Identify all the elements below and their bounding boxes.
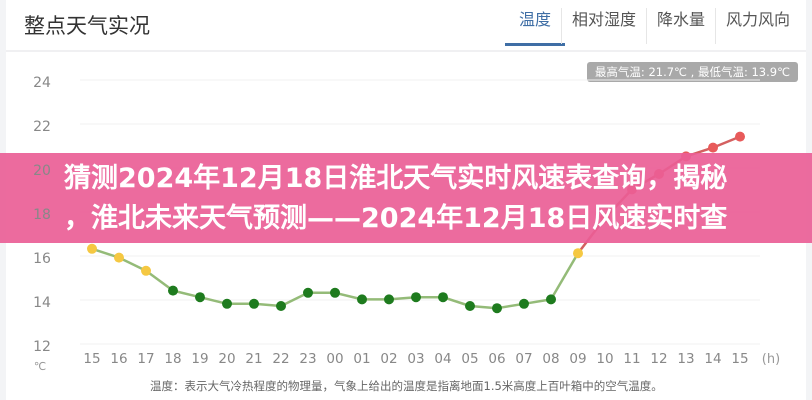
tabs: 温度 相对湿度 降水量 风力风向 <box>504 8 800 46</box>
tab-wind[interactable]: 风力风向 <box>714 8 800 44</box>
data-point <box>465 301 475 311</box>
data-point <box>114 252 124 263</box>
banner-line-2: ，淮北未来天气预测——2024年12月18日风速实时查 <box>64 203 728 234</box>
temperature-note: 温度：表示大气冷热程度的物理量，气象上给出的温度是指离地面1.5米高度上百叶箱中… <box>150 379 663 393</box>
data-point <box>303 287 313 298</box>
data-point <box>357 294 367 305</box>
data-point <box>195 292 205 303</box>
data-point <box>384 294 394 305</box>
data-point <box>708 142 718 153</box>
data-point <box>438 292 448 303</box>
series-line-segment <box>145 269 174 292</box>
tab-temperature[interactable]: 温度 <box>504 8 565 46</box>
data-point <box>573 248 583 259</box>
series-line-segment <box>280 291 309 308</box>
data-point <box>546 294 556 305</box>
overlay-banner: 猜测2024年12月18日淮北天气实时风速表查询，揭秘 ，淮北未来天气预测——2… <box>0 153 812 243</box>
page-title: 整点天气实况 <box>24 14 150 38</box>
series-line-segment <box>549 252 580 301</box>
data-point <box>249 298 259 309</box>
data-point <box>168 285 178 296</box>
tab-humidity[interactable]: 相对湿度 <box>560 8 646 44</box>
data-point <box>411 292 421 303</box>
header: 整点天气实况 温度 相对湿度 降水量 风力风向 <box>6 0 806 52</box>
banner-line-1: 猜测2024年12月18日淮北天气实时风速表查询，揭秘 <box>64 163 728 194</box>
data-point <box>222 298 232 309</box>
data-point <box>519 298 529 309</box>
data-point <box>492 303 502 314</box>
data-point <box>330 287 340 298</box>
series-line-segment <box>118 256 147 272</box>
temp-range-badge: 最高气温: 21.7℃ , 最低气温: 13.9℃ <box>586 62 798 82</box>
data-point <box>87 243 97 254</box>
data-point <box>141 265 151 276</box>
data-point <box>735 131 745 142</box>
data-point <box>276 301 286 311</box>
tab-precipitation[interactable]: 降水量 <box>645 8 715 44</box>
